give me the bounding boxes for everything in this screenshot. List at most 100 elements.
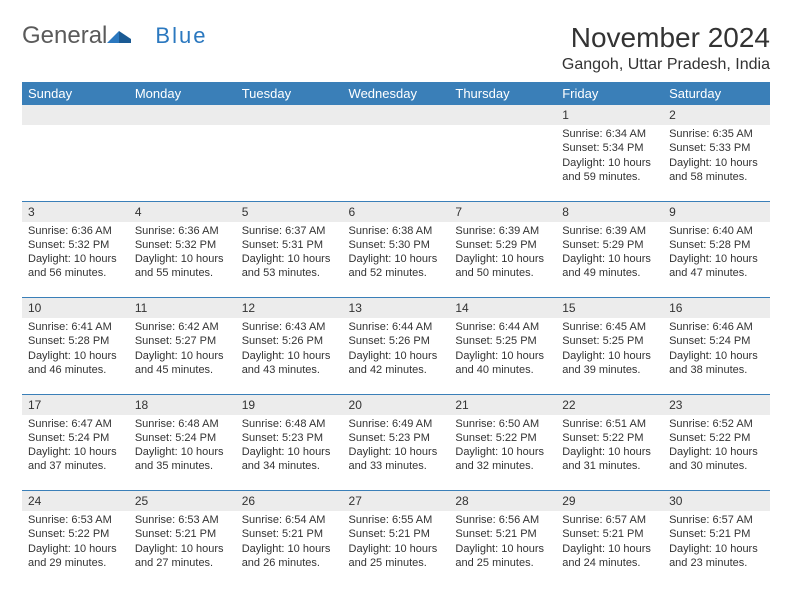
day-body-row: Sunrise: 6:41 AMSunset: 5:28 PMDaylight:… xyxy=(22,318,770,394)
day-cell xyxy=(236,125,343,201)
daylight-text: Daylight: 10 hours and 56 minutes. xyxy=(28,252,123,281)
sunset-text: Sunset: 5:28 PM xyxy=(669,238,764,252)
sunset-text: Sunset: 5:33 PM xyxy=(669,141,764,155)
day-number: 15 xyxy=(556,298,663,319)
day-cell xyxy=(343,125,450,201)
day-details: Sunrise: 6:57 AMSunset: 5:21 PMDaylight:… xyxy=(556,511,663,574)
day-number: 1 xyxy=(556,105,663,126)
title-block: November 2024 Gangoh, Uttar Pradesh, Ind… xyxy=(562,22,770,74)
day-cell: Sunrise: 6:54 AMSunset: 5:21 PMDaylight:… xyxy=(236,511,343,587)
day-details: Sunrise: 6:50 AMSunset: 5:22 PMDaylight:… xyxy=(449,415,556,478)
day-cell: Sunrise: 6:53 AMSunset: 5:22 PMDaylight:… xyxy=(22,511,129,587)
day-cell: Sunrise: 6:39 AMSunset: 5:29 PMDaylight:… xyxy=(449,222,556,298)
day-number: 2 xyxy=(663,105,770,126)
sunrise-text: Sunrise: 6:45 AM xyxy=(562,320,657,334)
daylight-text: Daylight: 10 hours and 32 minutes. xyxy=(455,445,550,474)
day-number: 24 xyxy=(22,491,129,512)
day-details: Sunrise: 6:52 AMSunset: 5:22 PMDaylight:… xyxy=(663,415,770,478)
sunrise-text: Sunrise: 6:48 AM xyxy=(242,417,337,431)
sunrise-text: Sunrise: 6:55 AM xyxy=(349,513,444,527)
sunrise-text: Sunrise: 6:49 AM xyxy=(349,417,444,431)
day-details: Sunrise: 6:55 AMSunset: 5:21 PMDaylight:… xyxy=(343,511,450,574)
day-number: 7 xyxy=(449,201,556,222)
sunrise-text: Sunrise: 6:57 AM xyxy=(562,513,657,527)
day-cell: Sunrise: 6:48 AMSunset: 5:24 PMDaylight:… xyxy=(129,415,236,491)
sunrise-text: Sunrise: 6:54 AM xyxy=(242,513,337,527)
sunrise-text: Sunrise: 6:40 AM xyxy=(669,224,764,238)
weekday-header-row: SundayMondayTuesdayWednesdayThursdayFrid… xyxy=(22,83,770,105)
sunrise-text: Sunrise: 6:39 AM xyxy=(562,224,657,238)
day-cell: Sunrise: 6:51 AMSunset: 5:22 PMDaylight:… xyxy=(556,415,663,491)
sunrise-text: Sunrise: 6:50 AM xyxy=(455,417,550,431)
day-cell: Sunrise: 6:48 AMSunset: 5:23 PMDaylight:… xyxy=(236,415,343,491)
sunrise-text: Sunrise: 6:52 AM xyxy=(669,417,764,431)
day-cell: Sunrise: 6:57 AMSunset: 5:21 PMDaylight:… xyxy=(663,511,770,587)
day-details: Sunrise: 6:56 AMSunset: 5:21 PMDaylight:… xyxy=(449,511,556,574)
daylight-text: Daylight: 10 hours and 46 minutes. xyxy=(28,349,123,378)
day-cell xyxy=(129,125,236,201)
day-cell: Sunrise: 6:44 AMSunset: 5:26 PMDaylight:… xyxy=(343,318,450,394)
sunrise-text: Sunrise: 6:42 AM xyxy=(135,320,230,334)
day-number: 13 xyxy=(343,298,450,319)
sunset-text: Sunset: 5:21 PM xyxy=(135,527,230,541)
day-number: 26 xyxy=(236,491,343,512)
page-title: November 2024 xyxy=(562,22,770,54)
sunrise-text: Sunrise: 6:53 AM xyxy=(135,513,230,527)
day-cell: Sunrise: 6:44 AMSunset: 5:25 PMDaylight:… xyxy=(449,318,556,394)
sunrise-text: Sunrise: 6:36 AM xyxy=(28,224,123,238)
logo: General Blue xyxy=(22,22,207,50)
daynum-row: 24252627282930 xyxy=(22,491,770,512)
daylight-text: Daylight: 10 hours and 55 minutes. xyxy=(135,252,230,281)
sunrise-text: Sunrise: 6:44 AM xyxy=(455,320,550,334)
day-number: 18 xyxy=(129,394,236,415)
daylight-text: Daylight: 10 hours and 35 minutes. xyxy=(135,445,230,474)
daylight-text: Daylight: 10 hours and 52 minutes. xyxy=(349,252,444,281)
day-details: Sunrise: 6:48 AMSunset: 5:23 PMDaylight:… xyxy=(236,415,343,478)
sunset-text: Sunset: 5:23 PM xyxy=(242,431,337,445)
sunset-text: Sunset: 5:22 PM xyxy=(455,431,550,445)
daylight-text: Daylight: 10 hours and 30 minutes. xyxy=(669,445,764,474)
day-number: 12 xyxy=(236,298,343,319)
day-number: 25 xyxy=(129,491,236,512)
sunrise-text: Sunrise: 6:39 AM xyxy=(455,224,550,238)
daylight-text: Daylight: 10 hours and 33 minutes. xyxy=(349,445,444,474)
day-cell: Sunrise: 6:49 AMSunset: 5:23 PMDaylight:… xyxy=(343,415,450,491)
day-details: Sunrise: 6:34 AMSunset: 5:34 PMDaylight:… xyxy=(556,125,663,188)
daynum-row: 3456789 xyxy=(22,201,770,222)
day-body-row: Sunrise: 6:53 AMSunset: 5:22 PMDaylight:… xyxy=(22,511,770,587)
day-details: Sunrise: 6:47 AMSunset: 5:24 PMDaylight:… xyxy=(22,415,129,478)
day-number: 29 xyxy=(556,491,663,512)
sunrise-text: Sunrise: 6:56 AM xyxy=(455,513,550,527)
sunset-text: Sunset: 5:22 PM xyxy=(562,431,657,445)
day-details: Sunrise: 6:36 AMSunset: 5:32 PMDaylight:… xyxy=(129,222,236,285)
daylight-text: Daylight: 10 hours and 42 minutes. xyxy=(349,349,444,378)
day-body-row: Sunrise: 6:34 AMSunset: 5:34 PMDaylight:… xyxy=(22,125,770,201)
day-cell: Sunrise: 6:41 AMSunset: 5:28 PMDaylight:… xyxy=(22,318,129,394)
sunrise-text: Sunrise: 6:43 AM xyxy=(242,320,337,334)
sunrise-text: Sunrise: 6:35 AM xyxy=(669,127,764,141)
logo-text-1: General xyxy=(22,22,107,50)
daylight-text: Daylight: 10 hours and 39 minutes. xyxy=(562,349,657,378)
logo-icon xyxy=(107,26,133,46)
sunrise-text: Sunrise: 6:57 AM xyxy=(669,513,764,527)
sunrise-text: Sunrise: 6:38 AM xyxy=(349,224,444,238)
daylight-text: Daylight: 10 hours and 31 minutes. xyxy=(562,445,657,474)
weekday-header: Tuesday xyxy=(236,83,343,105)
sunset-text: Sunset: 5:29 PM xyxy=(455,238,550,252)
day-details: Sunrise: 6:53 AMSunset: 5:22 PMDaylight:… xyxy=(22,511,129,574)
day-body-row: Sunrise: 6:36 AMSunset: 5:32 PMDaylight:… xyxy=(22,222,770,298)
daylight-text: Daylight: 10 hours and 25 minutes. xyxy=(455,542,550,571)
daynum-row: 10111213141516 xyxy=(22,298,770,319)
day-cell: Sunrise: 6:37 AMSunset: 5:31 PMDaylight:… xyxy=(236,222,343,298)
day-cell xyxy=(449,125,556,201)
weekday-header: Friday xyxy=(556,83,663,105)
weekday-header: Thursday xyxy=(449,83,556,105)
day-details: Sunrise: 6:43 AMSunset: 5:26 PMDaylight:… xyxy=(236,318,343,381)
daynum-row: 12 xyxy=(22,105,770,126)
day-cell: Sunrise: 6:50 AMSunset: 5:22 PMDaylight:… xyxy=(449,415,556,491)
sunrise-text: Sunrise: 6:37 AM xyxy=(242,224,337,238)
daylight-text: Daylight: 10 hours and 45 minutes. xyxy=(135,349,230,378)
day-cell: Sunrise: 6:43 AMSunset: 5:26 PMDaylight:… xyxy=(236,318,343,394)
day-cell: Sunrise: 6:45 AMSunset: 5:25 PMDaylight:… xyxy=(556,318,663,394)
daylight-text: Daylight: 10 hours and 25 minutes. xyxy=(349,542,444,571)
